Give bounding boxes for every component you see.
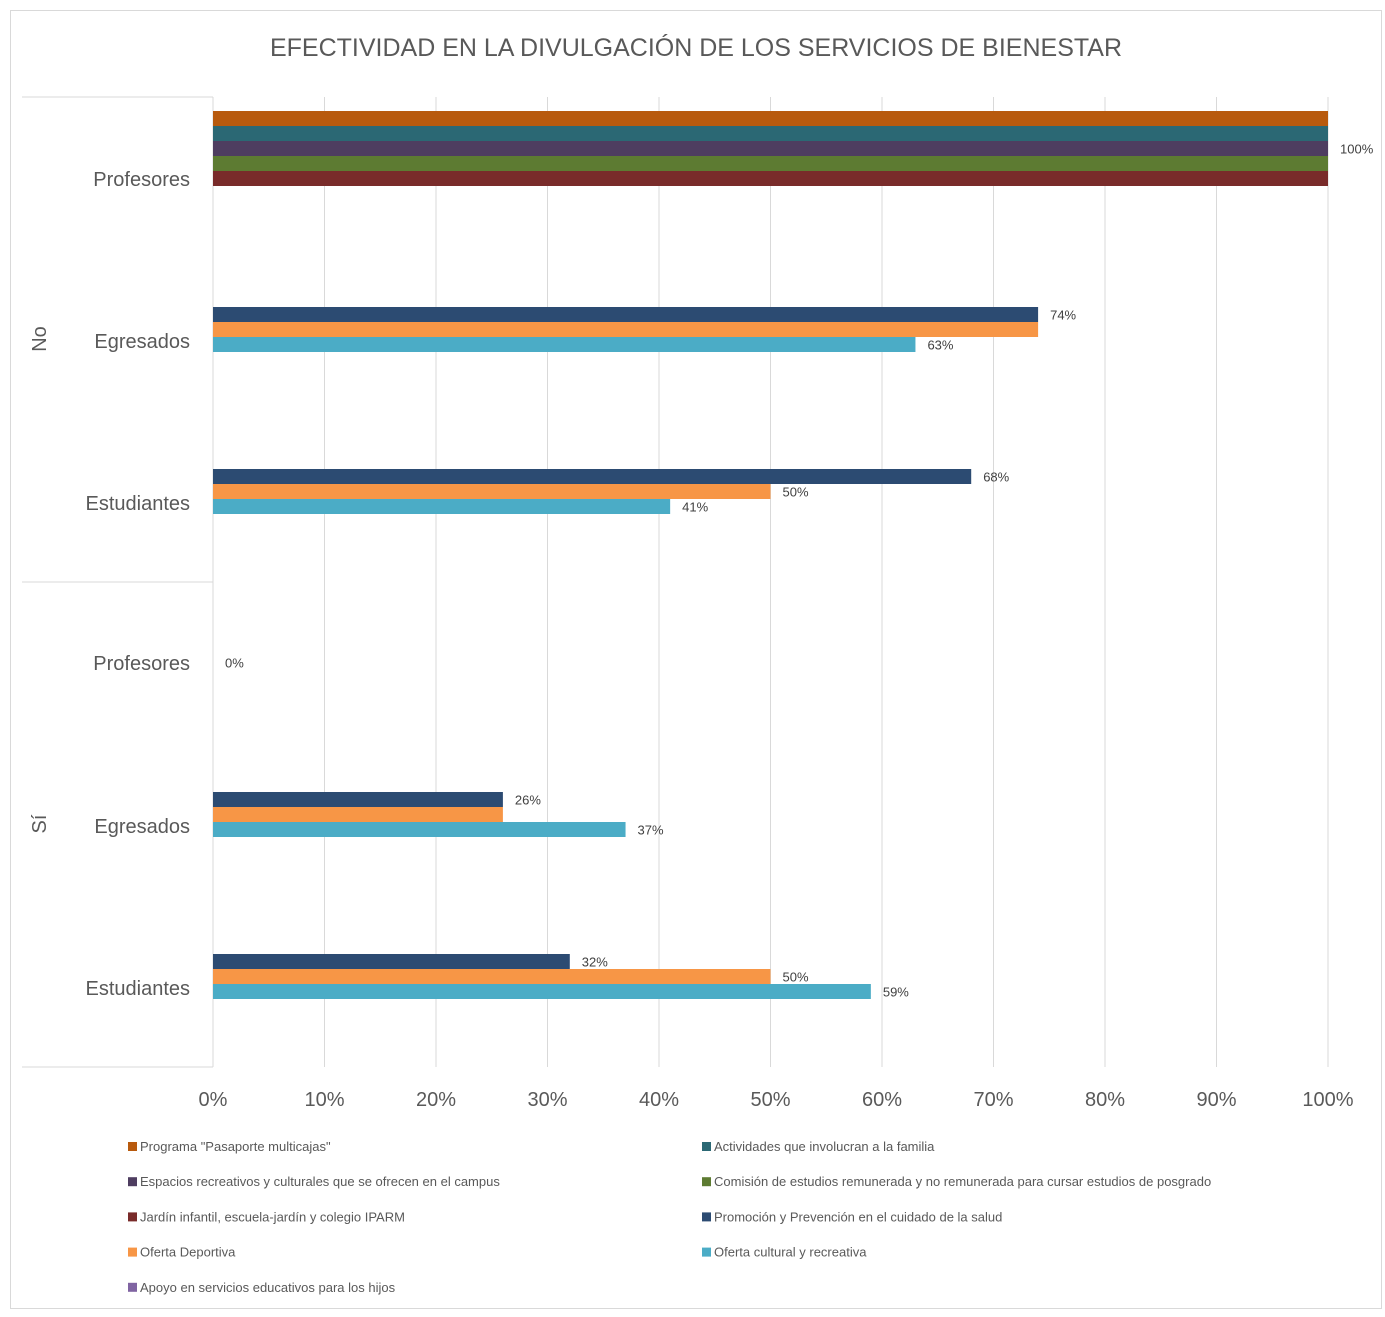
legend-entry: Oferta Deportiva [140, 1245, 236, 1260]
bar [213, 822, 626, 837]
bar [213, 469, 972, 484]
legend-swatch [128, 1282, 137, 1292]
data-label: 50% [783, 970, 809, 985]
gridlines [212, 97, 1329, 1067]
x-tick-label: 80% [1085, 1089, 1125, 1111]
x-tick-label: 0% [199, 1089, 228, 1111]
category-label: Egresados [94, 331, 190, 353]
legend-entry: Programa "Pasaporte multicajas" [140, 1139, 331, 1154]
category-label: Profesores [93, 169, 190, 191]
bar [213, 126, 1328, 141]
legend-swatch [128, 1142, 137, 1151]
bar [213, 792, 503, 807]
x-tick-label: 60% [862, 1089, 902, 1111]
data-label: 26% [515, 793, 541, 808]
legend: Programa "Pasaporte multicajas" Actividad… [128, 1139, 1211, 1295]
legend-swatch [702, 1247, 711, 1257]
bar [213, 141, 1328, 156]
x-tick-label: 30% [527, 1089, 567, 1111]
legend-swatch [702, 1177, 711, 1187]
legend-swatch [128, 1247, 137, 1257]
x-tick-label: 100% [1302, 1089, 1353, 1111]
data-label: 32% [582, 955, 608, 970]
x-tick-label: 50% [750, 1089, 790, 1111]
legend-entry: Oferta cultural y recreativa [714, 1245, 867, 1260]
group-label: No [29, 326, 51, 352]
data-label: 74% [1050, 308, 1076, 323]
bar [213, 307, 1039, 322]
bar [213, 337, 916, 352]
category-label: Estudiantes [85, 978, 190, 1000]
bar [213, 484, 771, 499]
legend-entry: Comisión de estudios remunerada y no rem… [714, 1174, 1211, 1189]
chart-title: EFECTIVIDAD EN LA DIVULGACIÓN DE LOS SER… [270, 33, 1122, 62]
data-label: 68% [983, 470, 1009, 485]
category-label: Estudiantes [85, 493, 190, 515]
x-tick-label: 10% [304, 1089, 344, 1111]
bar [213, 807, 503, 822]
legend-entry: Promoción y Prevención en el cuidado de … [714, 1209, 1002, 1224]
data-labels: 100% 74% 63% 68% 50% 41% 0% 26% 37% 32% 50% 59% [225, 142, 1374, 1000]
x-tick-label: 20% [416, 1089, 456, 1111]
x-tick-label: 90% [1196, 1089, 1236, 1111]
bar [213, 984, 871, 999]
legend-entry: Jardín infantil, escuela-jardín y colegi… [140, 1209, 405, 1224]
legend-entry: Espacios recreativos y culturales que se… [140, 1174, 500, 1189]
bar [213, 322, 1039, 337]
data-label: 59% [883, 985, 909, 1000]
data-label: 41% [682, 500, 708, 515]
x-tick-label: 40% [639, 1089, 679, 1111]
legend-swatch [702, 1212, 711, 1222]
legend-entry: Apoyo en servicios educativos para los h… [140, 1280, 396, 1295]
data-label: 0% [225, 656, 244, 671]
data-label: 37% [638, 823, 664, 838]
bar [213, 499, 671, 514]
bar [213, 156, 1328, 171]
data-label: 100% [1340, 142, 1374, 157]
category-label: Egresados [94, 816, 190, 838]
bar [213, 171, 1328, 186]
x-axis-ticks: 0% 10% 20% 30% 40% 50% 60% 70% 80% 90% 100% [199, 1089, 1354, 1111]
bar [213, 954, 570, 969]
bars [213, 111, 1328, 999]
legend-swatch [702, 1142, 711, 1151]
bar [213, 969, 771, 984]
data-label: 63% [927, 338, 953, 353]
bar [213, 111, 1328, 126]
data-label: 50% [783, 485, 809, 500]
category-label: Profesores [93, 653, 190, 675]
x-tick-label: 70% [973, 1089, 1013, 1111]
group-label: Sí [29, 814, 51, 833]
legend-entry: Actividades que involucran a la familia [714, 1139, 935, 1154]
category-axis: No Profesores Egresados Estudiantes Sí Profes… [22, 96, 213, 1068]
chart-border [10, 10, 1382, 1309]
legend-swatch [128, 1177, 137, 1187]
legend-swatch [128, 1212, 137, 1222]
